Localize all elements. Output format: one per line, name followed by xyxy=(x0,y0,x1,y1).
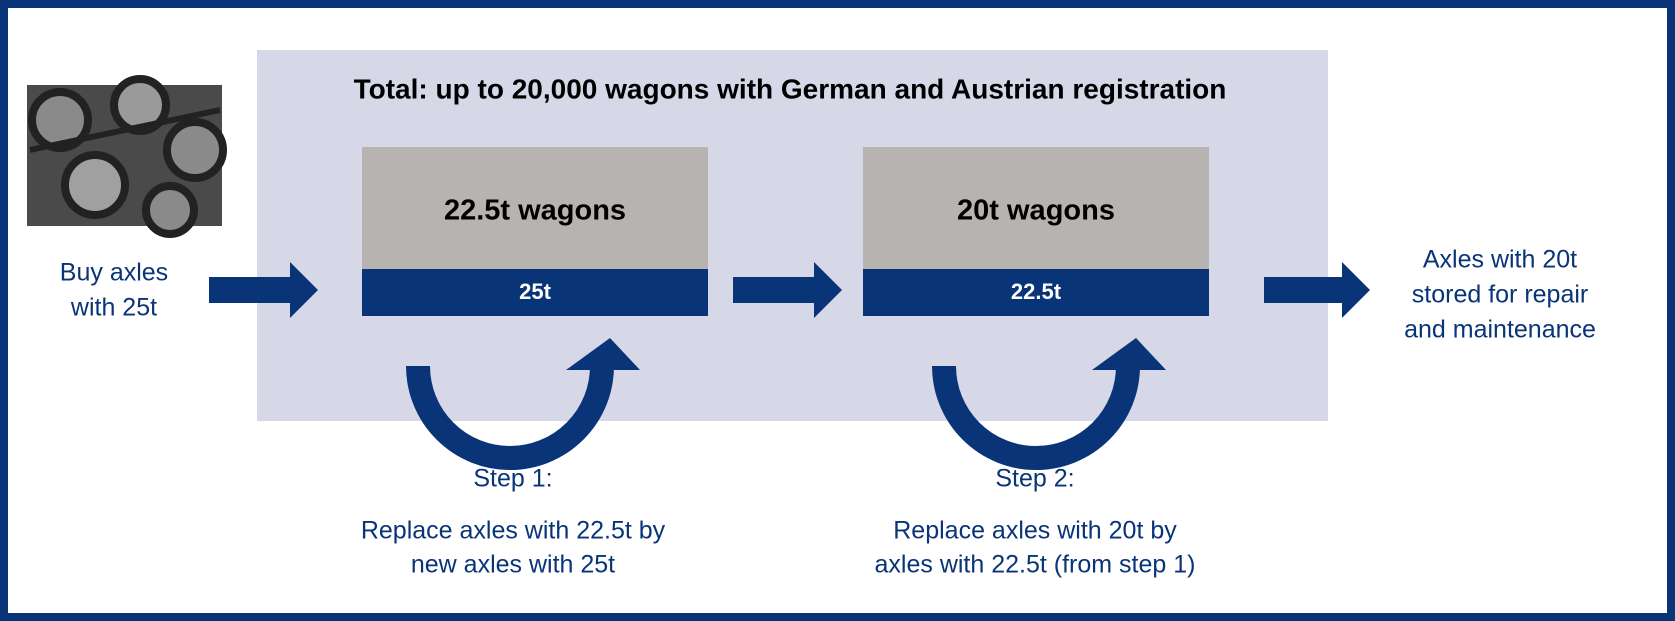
wagon-label: 20t wagons xyxy=(957,195,1115,227)
axle-label: 25t xyxy=(519,279,551,304)
step-text: Replace axles with 22.5t by xyxy=(361,517,666,545)
step-text: Replace axles with 20t by xyxy=(893,517,1177,545)
step-text: new axles with 25t xyxy=(411,551,615,579)
title: Total: up to 20,000 wagons with German a… xyxy=(354,73,1227,104)
end-text: and maintenance xyxy=(1404,316,1596,344)
step-text: axles with 22.5t (from step 1) xyxy=(875,551,1196,579)
end-text: stored for repair xyxy=(1412,281,1588,309)
step-title: Step 2: xyxy=(995,465,1074,493)
axle-label: 22.5t xyxy=(1011,279,1062,304)
start-text: Buy axles xyxy=(60,259,168,287)
end-text: Axles with 20t xyxy=(1423,246,1577,274)
step-title: Step 1: xyxy=(473,465,552,493)
start-text: with 25t xyxy=(70,294,157,322)
axles-photo xyxy=(27,79,223,234)
wagon-label: 22.5t wagons xyxy=(444,195,626,227)
diagram: Total: up to 20,000 wagons with German a… xyxy=(0,0,1675,621)
